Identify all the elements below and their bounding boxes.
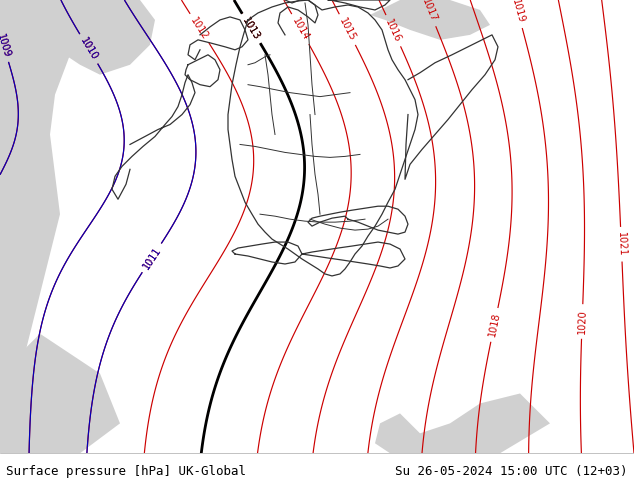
Text: 1017: 1017 xyxy=(420,0,439,24)
Polygon shape xyxy=(55,0,155,74)
Polygon shape xyxy=(370,0,490,40)
Polygon shape xyxy=(375,414,420,453)
Text: Surface pressure [hPa] UK-Global: Surface pressure [hPa] UK-Global xyxy=(6,465,247,478)
Text: 1011: 1011 xyxy=(141,245,163,271)
Text: 1014: 1014 xyxy=(290,16,311,42)
Text: 1015: 1015 xyxy=(337,16,358,43)
Text: 1011: 1011 xyxy=(141,245,163,271)
Text: 1013: 1013 xyxy=(240,15,262,42)
Text: Su 26-05-2024 15:00 UTC (12+03): Su 26-05-2024 15:00 UTC (12+03) xyxy=(395,465,628,478)
Text: 1010: 1010 xyxy=(78,36,100,62)
Text: 1020: 1020 xyxy=(577,309,588,334)
Text: 1019: 1019 xyxy=(510,0,526,24)
Text: 1009: 1009 xyxy=(0,32,12,59)
Text: 1009: 1009 xyxy=(0,32,12,59)
Text: 1018: 1018 xyxy=(487,312,501,338)
Polygon shape xyxy=(420,393,550,453)
Text: 1021: 1021 xyxy=(616,232,627,257)
Polygon shape xyxy=(0,334,120,453)
Text: 1016: 1016 xyxy=(384,18,403,44)
Text: 1013: 1013 xyxy=(240,15,262,42)
Text: 1010: 1010 xyxy=(78,36,100,62)
Polygon shape xyxy=(0,0,80,453)
Text: 1012: 1012 xyxy=(189,15,210,42)
